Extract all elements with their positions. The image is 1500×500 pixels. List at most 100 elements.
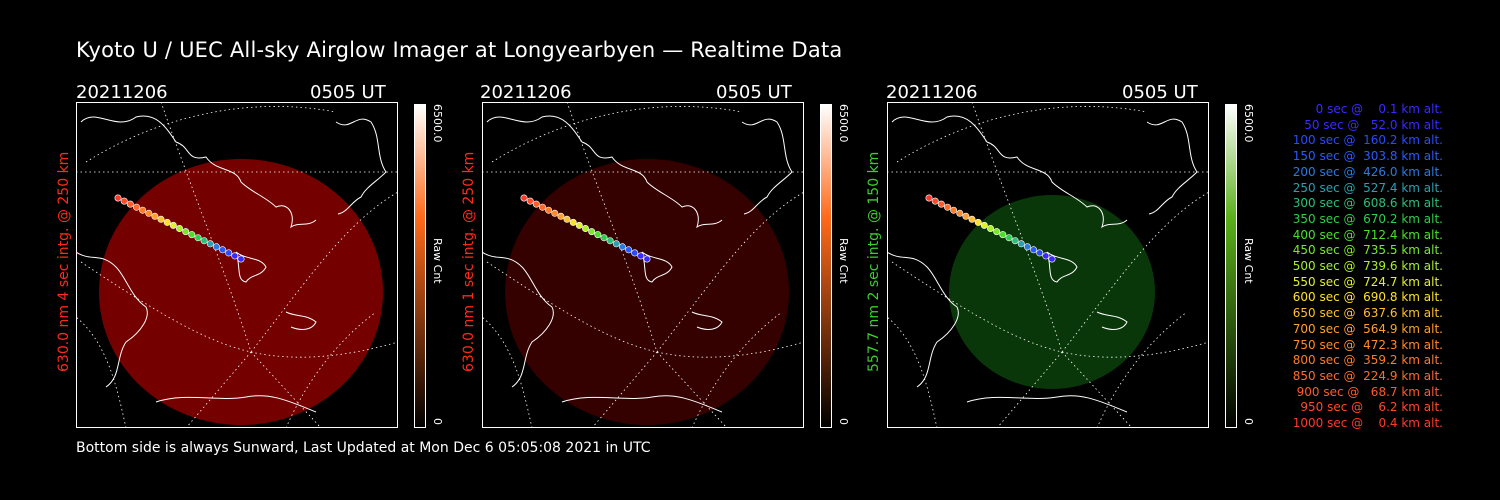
track-point xyxy=(993,228,1001,236)
legend-row: 300 sec @ 608.6 km alt. xyxy=(1288,196,1443,211)
track-point xyxy=(219,246,227,254)
panel-1-grid xyxy=(76,102,398,428)
legend-row: 800 sec @ 359.2 km alt. xyxy=(1288,353,1443,368)
track-point xyxy=(157,215,165,223)
track-point xyxy=(526,197,534,205)
track-point xyxy=(231,252,239,260)
legend-row: 100 sec @ 160.2 km alt. xyxy=(1288,133,1443,148)
track-point xyxy=(569,218,577,226)
track-point xyxy=(950,206,958,214)
track-point xyxy=(1042,252,1050,260)
legend-row: 900 sec @ 68.7 km alt. xyxy=(1292,384,1443,399)
panel-2-date: 20211206 xyxy=(480,82,572,103)
track-point xyxy=(563,215,571,223)
track-point xyxy=(987,225,995,233)
track-point xyxy=(126,200,134,208)
legend-row: 350 sec @ 670.2 km alt. xyxy=(1288,211,1443,226)
track-point xyxy=(937,200,945,208)
track-point xyxy=(600,234,608,242)
panel-2-track xyxy=(520,194,651,263)
legend-row: 250 sec @ 527.4 km alt. xyxy=(1288,180,1443,195)
track-point xyxy=(962,212,970,220)
legend-row: 850 sec @ 224.9 km alt. xyxy=(1288,368,1443,383)
track-point xyxy=(637,252,645,260)
track-point xyxy=(1011,237,1019,245)
panel-1-track xyxy=(114,194,245,263)
footer-note: Bottom side is always Sunward, Last Upda… xyxy=(76,440,651,456)
panel-2-time: 0505 UT xyxy=(716,82,792,103)
track-point xyxy=(194,234,202,242)
panel-3-cbar-max: 6500.0 xyxy=(1242,104,1255,143)
track-point xyxy=(582,225,590,233)
track-point xyxy=(1023,243,1031,251)
panel-1-cbar-unit: Raw Cnt xyxy=(431,238,444,284)
panel-1-cbar-min: 0 xyxy=(431,418,444,425)
legend-row: 50 sec @ 52.0 km alt. xyxy=(1296,117,1443,132)
panel-2-coastline xyxy=(482,115,793,413)
track-point xyxy=(968,215,976,223)
legend-row: 650 sec @ 637.6 km alt. xyxy=(1288,306,1443,321)
track-point xyxy=(200,237,208,245)
track-point xyxy=(163,218,171,226)
panel-2-colorbar xyxy=(820,104,832,428)
panel-1-coastline xyxy=(76,115,387,413)
legend-row: 400 sec @ 712.4 km alt. xyxy=(1288,227,1443,242)
track-point xyxy=(1005,234,1013,242)
track-point xyxy=(974,218,982,226)
track-point xyxy=(551,209,559,217)
legend-row: 1000 sec @ 0.4 km alt. xyxy=(1292,416,1443,430)
panel-2-airglow xyxy=(505,159,789,425)
track-point xyxy=(631,249,639,257)
track-point xyxy=(625,246,633,254)
track-point xyxy=(545,206,553,214)
panel-1-image xyxy=(76,102,398,428)
panel-3-grid xyxy=(887,102,1209,428)
panel-3-airglow xyxy=(949,195,1155,389)
panel-3-coastline xyxy=(887,115,1198,413)
panel-2-cbar-unit: Raw Cnt xyxy=(837,238,850,284)
track-point xyxy=(594,231,602,239)
track-point xyxy=(999,231,1007,239)
track-point xyxy=(182,228,190,236)
track-point xyxy=(237,255,245,263)
track-point xyxy=(557,212,565,220)
track-point xyxy=(606,237,614,245)
track-point xyxy=(980,221,988,229)
legend-row: 700 sec @ 564.9 km alt. xyxy=(1288,321,1443,336)
track-point xyxy=(139,206,147,214)
panel-1-ylabel: 630.0 nm 4 sec intg. @ 250 km xyxy=(56,151,72,372)
panel-3-image xyxy=(887,102,1209,428)
track-point xyxy=(206,240,214,248)
panel-2-grid xyxy=(482,102,804,428)
track-point xyxy=(956,209,964,217)
track-point xyxy=(925,194,933,202)
panel-3-track xyxy=(925,194,1056,263)
track-point xyxy=(575,221,583,229)
panel-1-date: 20211206 xyxy=(76,82,168,103)
panel-2-cbar-max: 6500.0 xyxy=(837,104,850,143)
track-point xyxy=(643,255,651,263)
track-point xyxy=(1030,246,1038,254)
track-point xyxy=(225,249,233,257)
panel-3-cbar-min: 0 xyxy=(1242,418,1255,425)
page-title: Kyoto U / UEC All-sky Airglow Imager at … xyxy=(76,38,843,62)
legend-row: 550 sec @ 724.7 km alt. xyxy=(1288,274,1443,289)
legend-row: 450 sec @ 735.5 km alt. xyxy=(1288,243,1443,258)
track-point xyxy=(931,197,939,205)
track-point xyxy=(618,243,626,251)
panel-1-colorbar xyxy=(414,104,426,428)
track-point xyxy=(943,203,951,211)
panel-3-ylabel: 557.7 nm 2 sec intg. @ 150 km xyxy=(866,151,882,372)
panel-3-cbar-unit: Raw Cnt xyxy=(1242,238,1255,284)
track-point xyxy=(151,212,159,220)
track-point xyxy=(538,203,546,211)
track-point xyxy=(169,221,177,229)
panel-3-colorbar xyxy=(1225,104,1237,428)
panel-2-cbar-min: 0 xyxy=(837,418,850,425)
track-point xyxy=(120,197,128,205)
legend-row: 500 sec @ 739.6 km alt. xyxy=(1288,259,1443,273)
legend-row: 600 sec @ 690.8 km alt. xyxy=(1288,290,1443,305)
panel-3-date: 20211206 xyxy=(886,82,978,103)
legend-row: 200 sec @ 426.0 km alt. xyxy=(1288,164,1443,179)
panel-1-time: 0505 UT xyxy=(310,82,386,103)
